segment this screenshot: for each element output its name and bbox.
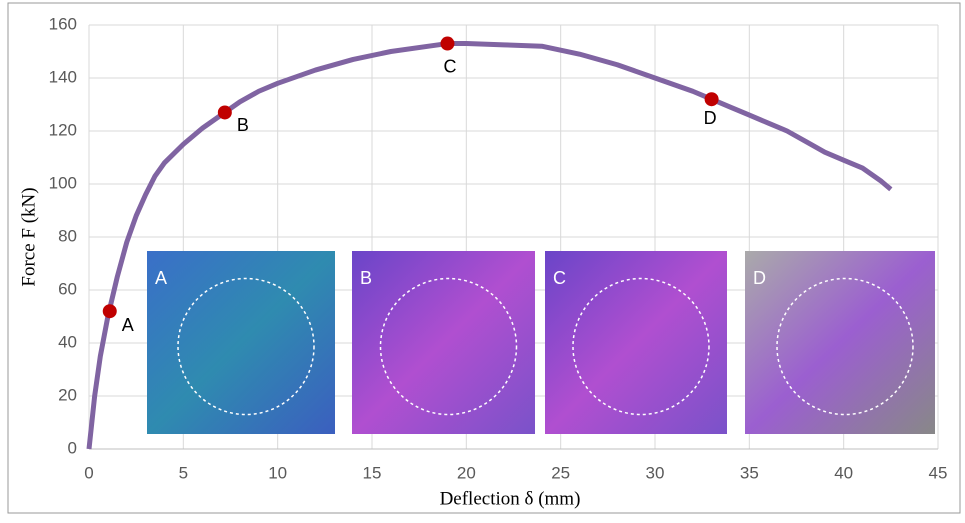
x-tick-label: 20: [457, 463, 476, 482]
point-label: D: [704, 108, 717, 128]
point-marker: [217, 105, 232, 120]
x-tick-label: 30: [646, 463, 665, 482]
y-tick-label: 80: [58, 226, 77, 245]
inset-circle: [177, 277, 315, 416]
point-label: B: [237, 115, 249, 135]
point-label: A: [122, 315, 134, 335]
inset-image: [545, 251, 727, 434]
data-line: [86, 41, 893, 450]
y-tick-label: 20: [58, 385, 77, 404]
x-tick-label: 45: [929, 463, 948, 482]
inset-label: C: [553, 268, 566, 288]
x-tick-label: 40: [834, 463, 853, 482]
inset-circle: [776, 277, 914, 416]
inset-circle: [379, 277, 518, 416]
y-tick-label: 60: [58, 279, 77, 298]
x-tick-label: 35: [740, 463, 759, 482]
point-marker: [440, 36, 455, 51]
inset-label: D: [753, 268, 766, 288]
x-tick-label: 5: [179, 463, 188, 482]
x-tick-label: 25: [551, 463, 570, 482]
x-axis-label: Deflection δ (mm): [440, 488, 581, 509]
point-marker: [102, 304, 117, 319]
y-tick-label: 140: [49, 67, 77, 86]
y-tick-label: 160: [49, 14, 77, 33]
point-marker: [704, 92, 719, 107]
x-tick-label: 0: [84, 463, 93, 482]
point-label: C: [443, 56, 456, 76]
inset-label: A: [155, 268, 167, 288]
inset-circle: [572, 277, 710, 416]
y-axis-label: Force F (kN): [18, 187, 39, 286]
y-tick-label: 0: [68, 438, 77, 457]
inset-label: B: [360, 268, 372, 288]
y-tick-label: 100: [49, 173, 77, 192]
x-tick-label: 15: [363, 463, 382, 482]
y-tick-label: 40: [58, 332, 77, 351]
y-tick-label: 120: [49, 120, 77, 139]
frame: [7, 2, 961, 514]
x-tick-label: 10: [268, 463, 287, 482]
inset-image: [352, 251, 535, 434]
